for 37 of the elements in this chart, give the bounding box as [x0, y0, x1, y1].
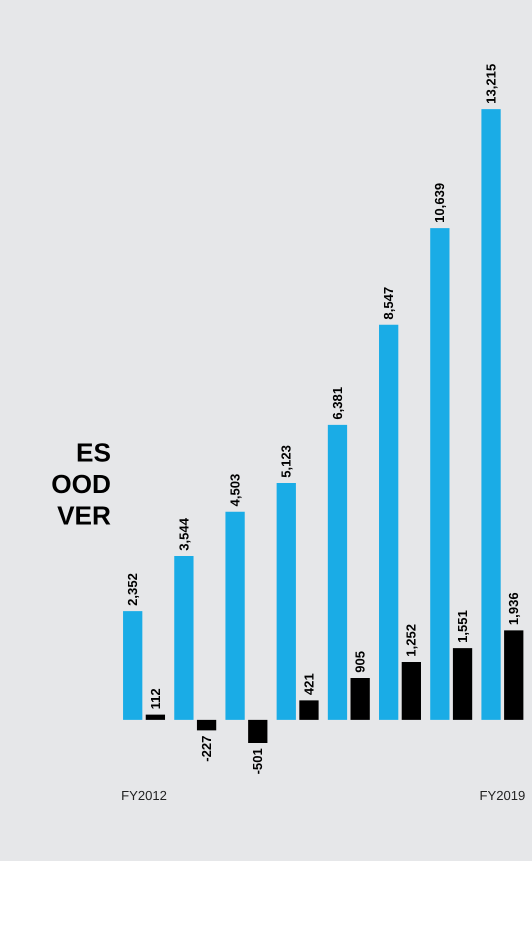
- bar: [504, 630, 524, 720]
- x-tick-label: FY2019: [479, 788, 526, 804]
- bar: [174, 556, 194, 720]
- data-label: 1,252: [404, 624, 419, 657]
- data-label: 1,551: [454, 610, 470, 643]
- bar: [328, 424, 348, 720]
- bar: [299, 700, 319, 720]
- bar: [248, 720, 268, 743]
- bar: [481, 109, 501, 720]
- bar: [430, 228, 450, 720]
- text: OOD: [51, 468, 111, 499]
- data-label: 6,381: [330, 386, 345, 420]
- text: ES: [76, 438, 111, 468]
- bar: [350, 678, 370, 720]
- data-label: 5,123: [278, 445, 294, 478]
- bar: [196, 720, 216, 730]
- bar: [146, 714, 166, 720]
- data-label: 13,215: [483, 64, 498, 104]
- data-label: -227: [198, 736, 214, 762]
- x-tick-label: FY2012: [121, 788, 167, 804]
- data-label: 4,503: [227, 474, 242, 506]
- data-label: 3,544: [176, 517, 192, 551]
- bar: [123, 611, 142, 720]
- bar: [402, 662, 421, 720]
- data-label: 10,639: [432, 182, 448, 223]
- data-label: -501: [250, 748, 266, 774]
- bar: [276, 483, 296, 720]
- bar: [452, 648, 472, 720]
- data-label: 421: [301, 673, 316, 696]
- data-label: 112: [148, 688, 163, 710]
- data-label: 2,352: [125, 573, 140, 606]
- data-label: 905: [352, 650, 368, 673]
- bar: [225, 512, 245, 720]
- text: VER: [57, 500, 112, 530]
- data-label: 1,936: [506, 592, 522, 626]
- data-label: 8,547: [381, 286, 396, 320]
- bar: [379, 324, 398, 720]
